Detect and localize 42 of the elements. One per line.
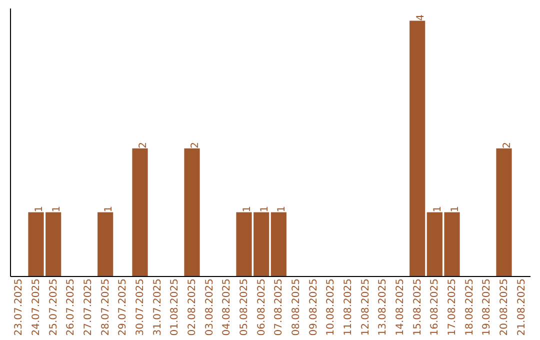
x-tick-label: 29.07.2025 (118, 278, 129, 336)
data-label: 4 (415, 14, 426, 21)
x-tick-label: 25.07.2025 (48, 278, 60, 336)
x-tick-label: 06.08.2025 (256, 278, 268, 336)
data-label: 1 (432, 206, 444, 212)
x-tick-label: 02.08.2025 (187, 278, 198, 336)
x-tick-label: 07.08.2025 (274, 278, 285, 336)
x-tick-label: 12.08.2025 (360, 278, 372, 336)
data-label: 1 (34, 206, 45, 212)
data-label: 1 (450, 206, 461, 212)
x-tick-label: 14.08.2025 (395, 278, 406, 336)
data-label: 2 (190, 142, 201, 148)
x-tick-label: 16.08.2025 (430, 278, 441, 336)
x-tick-label: 10.08.2025 (326, 278, 337, 336)
x-tick-label: 30.07.2025 (135, 278, 146, 336)
data-label: 1 (51, 206, 62, 212)
x-tick-label: 11.08.2025 (343, 278, 354, 336)
data-label: 2 (502, 142, 513, 148)
data-label: 2 (138, 142, 149, 148)
x-tick-label: 26.07.2025 (66, 278, 77, 336)
data-label: 1 (259, 206, 270, 212)
x-tick-label: 19.08.2025 (482, 278, 493, 336)
x-tick-label: 13.08.2025 (378, 278, 389, 336)
x-tick-label: 31.07.2025 (152, 278, 164, 336)
x-tick-label: 18.08.2025 (464, 278, 476, 336)
x-tick-label: 08.08.2025 (291, 278, 302, 336)
x-tick-label: 01.08.2025 (170, 278, 181, 336)
x-tick-label: 15.08.2025 (412, 278, 424, 336)
x-tick-label: 05.08.2025 (239, 278, 250, 336)
x-tick-label: 27.07.2025 (83, 278, 94, 336)
x-tick-label: 24.07.2025 (31, 278, 42, 336)
x-tick-label: 28.07.2025 (100, 278, 112, 336)
x-tick-label: 09.08.2025 (308, 278, 320, 336)
data-label: 1 (276, 206, 288, 212)
x-tick-label: 20.08.2025 (499, 278, 510, 336)
data-label: 1 (242, 206, 253, 212)
x-tick-label: 03.08.2025 (204, 278, 216, 336)
x-tick-label: 23.07.2025 (14, 278, 25, 336)
x-tick-label: 21.08.2025 (516, 278, 528, 336)
x-tick-label: 04.08.2025 (222, 278, 233, 336)
data-label: 1 (103, 206, 114, 212)
x-tick-label: 17.08.2025 (447, 278, 458, 336)
